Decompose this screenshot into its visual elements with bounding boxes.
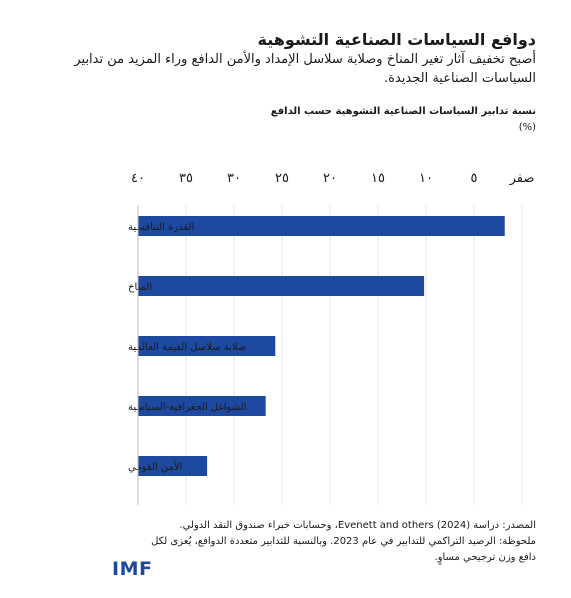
note-line-2: دافع وزن ترجيحي مساوٍ. bbox=[434, 552, 537, 563]
x-tick-label: ١٥ bbox=[371, 171, 385, 186]
x-tick-label: ٤٠ bbox=[131, 171, 145, 186]
bar bbox=[138, 456, 208, 476]
bar bbox=[138, 336, 276, 356]
note-line-1: ملحوظة: الرصيد التراكمي للتدابير في عام … bbox=[151, 536, 536, 547]
chart-notes: المصدر: دراسة (2024) Evenett and others،… bbox=[151, 518, 537, 566]
bar bbox=[138, 276, 425, 296]
x-tick-label: ١٠ bbox=[419, 171, 433, 186]
source-note: المصدر: دراسة (2024) Evenett and others،… bbox=[179, 520, 536, 531]
x-tick-label: ٥ bbox=[471, 171, 478, 186]
bar bbox=[138, 396, 266, 416]
bar bbox=[138, 216, 505, 236]
category-label: الأمن القومي bbox=[128, 460, 182, 473]
imf-logo: IMF bbox=[112, 558, 153, 580]
x-tick-label: صفر bbox=[509, 171, 535, 186]
category-label: القدرة التنافسية bbox=[128, 222, 194, 233]
category-label: الشواغل الجغرافية-السياسية bbox=[128, 402, 246, 413]
y-axis-label: نسبة تدابير السياسات الصناعية التشوهية ح… bbox=[270, 106, 536, 117]
x-tick-label: ٢٠ bbox=[323, 171, 337, 186]
x-tick-label: ٣٥ bbox=[179, 171, 193, 186]
x-tick-label: ٣٠ bbox=[227, 171, 241, 186]
category-label: المناخ bbox=[128, 282, 152, 293]
bar-chart: ٤٠ ٣٥ ٣٠ ٢٥ ٢٠ ١٥ ١٠ ٥ صفر القدرة التنافسية المناخ… bbox=[128, 171, 535, 505]
chart-title: دوافع السياسات الصناعية التشوهية bbox=[257, 30, 536, 49]
unit-label: (%) bbox=[518, 122, 536, 133]
chart-subtitle: أصبح تخفيف آثار تغير المناخ وصلابة سلاسل… bbox=[74, 52, 536, 86]
x-tick-label: ٢٥ bbox=[275, 171, 289, 186]
category-label: صلابة سلاسل القيمة العالمية bbox=[128, 342, 246, 353]
